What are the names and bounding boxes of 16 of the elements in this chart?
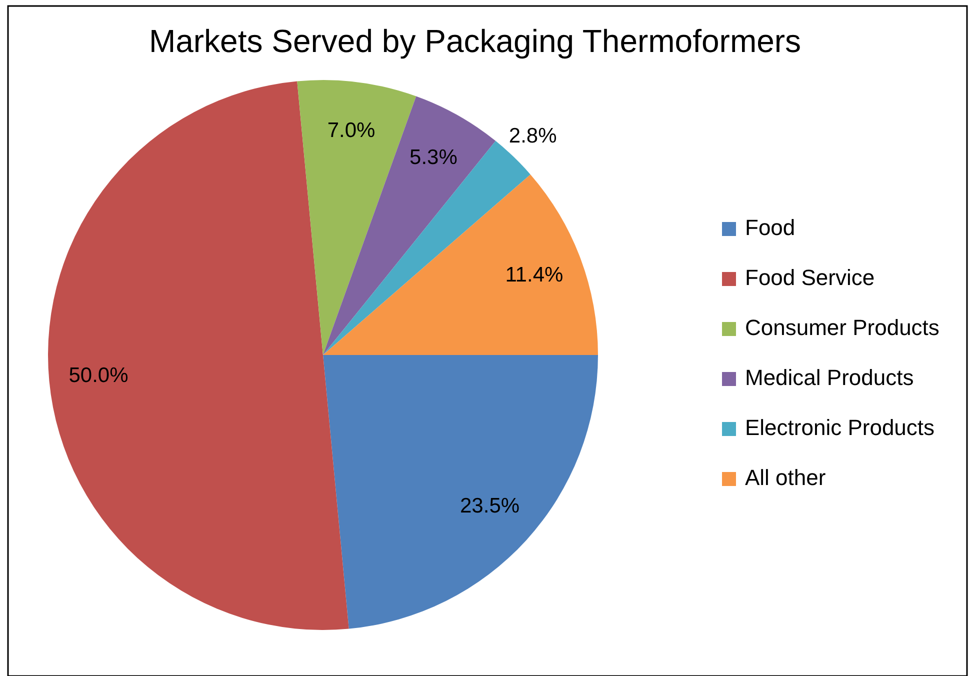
- data-label: 2.8%: [508, 124, 557, 148]
- legend-label: Food: [745, 214, 796, 240]
- data-label: 50.0%: [68, 364, 128, 387]
- data-label: 5.3%: [410, 146, 458, 169]
- data-label: 11.4%: [505, 264, 564, 286]
- legend-label: All other: [745, 464, 826, 490]
- legend-label: Electronic Products: [745, 414, 935, 440]
- data-label: 7.0%: [327, 118, 376, 142]
- chart-title: Markets Served by Packaging Thermoformers: [148, 23, 802, 59]
- legend-label: Consumer Products: [745, 314, 940, 340]
- pie-slice: [323, 174, 598, 355]
- pie-slice: [323, 355, 598, 629]
- legend-label: Food Service: [745, 264, 875, 290]
- legend-label: Medical Products: [745, 364, 914, 390]
- data-label: 23.5%: [460, 494, 520, 518]
- pie-slice: [323, 96, 496, 355]
